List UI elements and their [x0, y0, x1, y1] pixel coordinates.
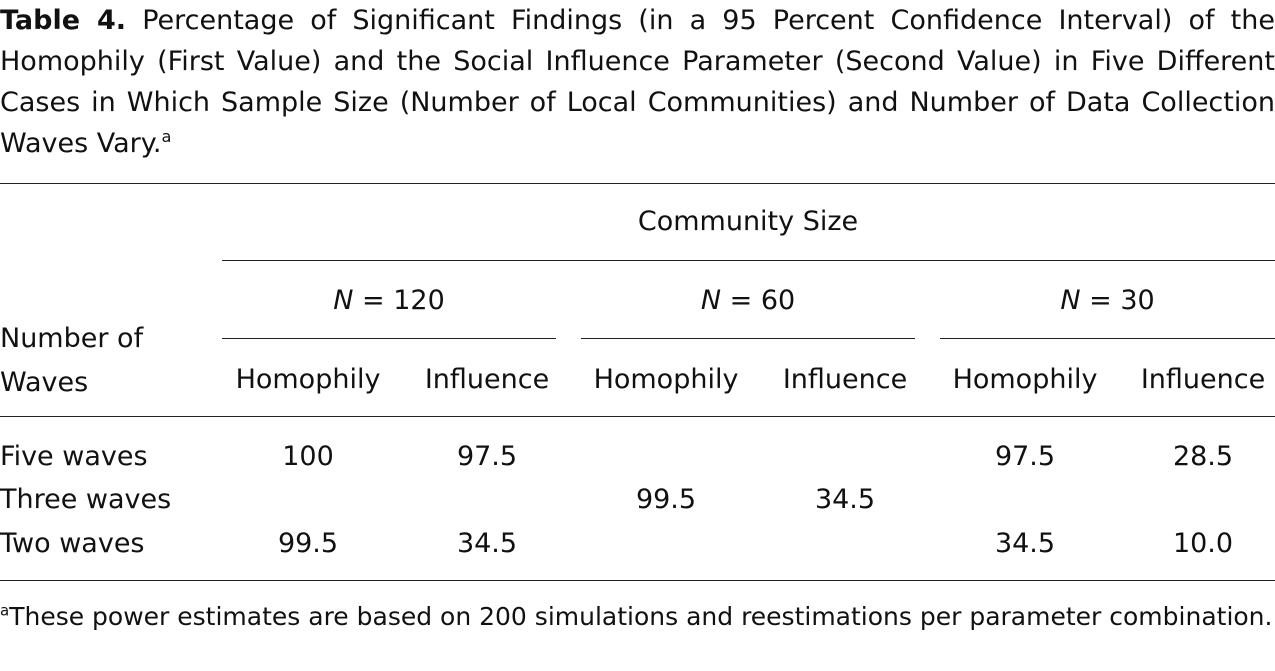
header-rule — [0, 416, 1275, 417]
group-variable: N — [333, 285, 354, 316]
group-rule — [940, 338, 1275, 339]
table-caption: Table 4. Percentage of Significant Findi… — [0, 0, 1275, 164]
column-header: Influence — [782, 364, 908, 395]
group-rule — [222, 338, 556, 339]
table-cell: 28.5 — [1172, 441, 1234, 472]
group-value: = 120 — [362, 285, 445, 316]
footnote: aThese power estimates are based on 200 … — [0, 598, 1275, 636]
table-cell: 99.5 — [635, 484, 697, 515]
column-header: Influence — [1140, 364, 1266, 395]
column-header: Homophily — [952, 364, 1098, 395]
group-value: = 30 — [1089, 285, 1155, 316]
group-variable: N — [1060, 285, 1081, 316]
caption-label: Table 4. — [0, 5, 127, 36]
row-header: Number of Waves — [0, 323, 144, 398]
group-rule — [581, 338, 915, 339]
table-cell: 97.5 — [994, 441, 1056, 472]
spanner-rule — [222, 260, 1275, 261]
row-label: Three waves — [0, 484, 172, 515]
group-header: N = 120 — [333, 283, 445, 319]
table-cell: 10.0 — [1172, 528, 1234, 559]
column-header: Homophily — [593, 364, 739, 395]
bottom-rule — [0, 580, 1275, 581]
note-mark: a — [161, 127, 172, 146]
table-cell: 34.5 — [994, 528, 1056, 559]
column-header: Influence — [424, 364, 550, 395]
footnote-mark: a — [0, 601, 10, 620]
table-cell: 100 — [282, 441, 334, 472]
table-cell: 34.5 — [814, 484, 876, 515]
group-value: = 60 — [729, 285, 796, 316]
table-cell: 34.5 — [456, 528, 518, 559]
group-header: N = 60 — [701, 283, 795, 319]
group-header: N = 30 — [1060, 283, 1154, 319]
row-label: Two waves — [0, 528, 145, 559]
table-cell: 97.5 — [456, 441, 518, 472]
column-header: Homophily — [235, 364, 381, 395]
row-label: Five waves — [0, 441, 148, 472]
group-variable: N — [700, 285, 722, 316]
spanner-header: Community Size — [637, 206, 859, 237]
footnote-text: These power estimates are based on 200 s… — [9, 602, 1273, 631]
table-cell: 99.5 — [277, 528, 339, 559]
caption-text: Percentage of Significant Findings (in a… — [0, 5, 1275, 159]
top-rule — [0, 183, 1275, 184]
